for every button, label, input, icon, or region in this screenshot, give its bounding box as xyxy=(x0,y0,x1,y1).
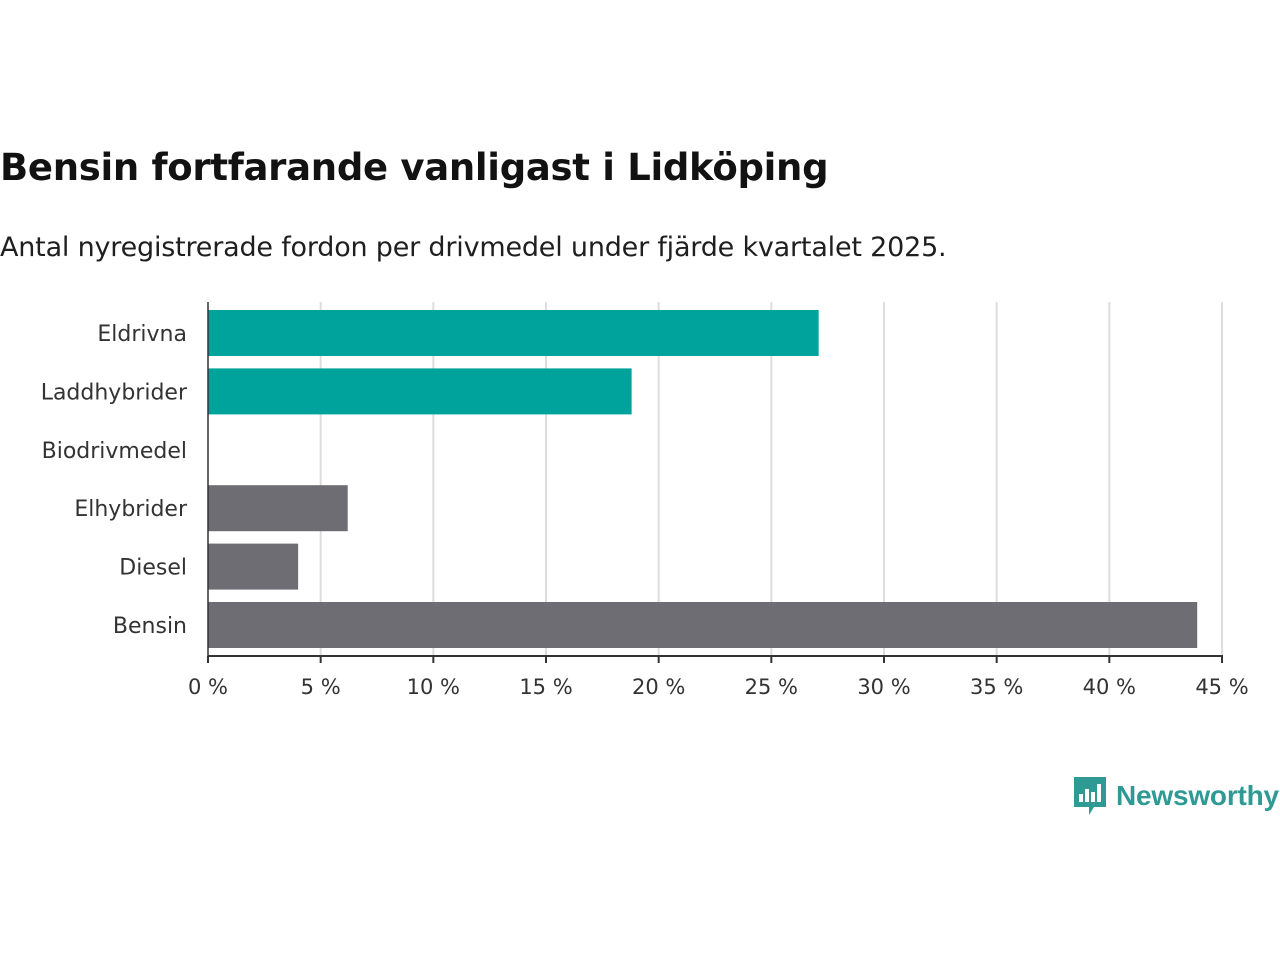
bar-eldrivna xyxy=(208,310,819,356)
bar-diesel xyxy=(208,543,299,590)
x-axis: 0 % 5 % 10 % 15 % 20 % 25 % 30 % 35 % 40 % 45 % xyxy=(188,302,1249,699)
x-tick-label: 5 % xyxy=(301,675,341,699)
category-labels: Eldrivna Laddhybrider Biodrivmedel Elhybrid… xyxy=(41,322,188,639)
brand-name: Newsworthy xyxy=(1116,780,1279,811)
bar-bensin xyxy=(208,602,1198,648)
category-label: Eldrivna xyxy=(97,322,187,347)
newsworthy-chart-bubble-icon xyxy=(1074,777,1106,815)
x-tick-label: 10 % xyxy=(407,675,460,699)
category-label: Biodrivmedel xyxy=(42,439,187,464)
x-tick-label: 35 % xyxy=(970,675,1023,699)
x-tick-label: 40 % xyxy=(1083,675,1136,699)
category-label: Elhybrider xyxy=(74,497,188,522)
bar-elhybrider xyxy=(208,485,348,532)
category-label: Bensin xyxy=(113,614,187,639)
x-tick-label: 15 % xyxy=(519,675,572,699)
chart-title: Bensin fortfarande vanligast i Lidköping xyxy=(0,146,829,189)
x-tick-label: 45 % xyxy=(1195,675,1248,699)
category-label: Diesel xyxy=(119,556,187,581)
bars xyxy=(208,310,1198,648)
gridlines xyxy=(319,302,1223,656)
brand-logo: Newsworthy xyxy=(1072,775,1279,817)
x-tick-label: 25 % xyxy=(745,675,798,699)
category-label: Laddhybrider xyxy=(41,380,188,405)
x-tick-label: 20 % xyxy=(632,675,685,699)
chart-subtitle: Antal nyregistrerade fordon per drivmede… xyxy=(0,232,947,263)
bar-laddhybrider xyxy=(208,368,632,415)
x-tick-label: 0 % xyxy=(188,675,228,699)
x-tick-label: 30 % xyxy=(857,675,910,699)
